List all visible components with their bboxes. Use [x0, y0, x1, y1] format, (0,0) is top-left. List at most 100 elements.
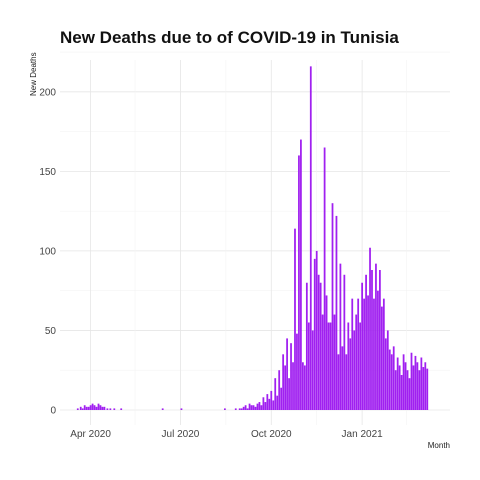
- bar: [394, 370, 397, 410]
- bar: [292, 362, 294, 410]
- bar: [106, 408, 109, 410]
- bar: [422, 367, 425, 410]
- bar: [95, 406, 98, 410]
- bar: [248, 403, 251, 410]
- bar: [343, 274, 346, 410]
- bar: [402, 354, 405, 410]
- bar: [380, 306, 383, 410]
- bar: [353, 330, 356, 410]
- bar: [240, 408, 243, 410]
- bar: [317, 274, 320, 410]
- bar: [93, 405, 96, 410]
- bar: [91, 403, 94, 410]
- bar: [242, 406, 245, 410]
- bar: [97, 403, 100, 410]
- bar: [327, 322, 330, 410]
- bar: [321, 314, 324, 410]
- bar: [290, 343, 292, 410]
- y-tick-label: 50: [45, 326, 57, 337]
- bar: [398, 365, 401, 410]
- bar: [345, 354, 348, 410]
- bar: [341, 346, 344, 410]
- bar: [274, 378, 277, 410]
- bar: [234, 408, 237, 410]
- bar: [120, 408, 123, 410]
- y-tick-label: 100: [39, 246, 56, 257]
- bar: [81, 408, 84, 410]
- bar: [260, 405, 263, 410]
- bar: [224, 408, 226, 410]
- bar: [373, 298, 375, 410]
- bar: [296, 333, 298, 410]
- bar: [349, 338, 352, 410]
- bars-group: [76, 66, 429, 411]
- y-tick-label: 0: [50, 406, 56, 417]
- bar: [294, 228, 296, 410]
- bar: [382, 298, 385, 410]
- bar: [386, 330, 389, 410]
- bar: [347, 322, 350, 410]
- bar: [331, 203, 334, 410]
- bar: [161, 408, 164, 410]
- bar: [113, 408, 116, 410]
- x-tick-label: Jan 2021: [342, 429, 384, 440]
- bar: [377, 290, 379, 410]
- bar: [412, 365, 415, 410]
- x-tick-label: Oct 2020: [251, 429, 292, 440]
- bar: [355, 314, 358, 410]
- bar: [365, 274, 367, 410]
- bar: [262, 397, 265, 410]
- bar: [335, 215, 338, 410]
- bar: [313, 258, 316, 410]
- bar: [307, 322, 310, 410]
- x-tick-labels: Apr 2020 Jul 2020 Oct 2020 Jan 2021: [70, 429, 383, 440]
- bar: [396, 357, 399, 410]
- bar: [371, 270, 373, 410]
- bar: [329, 322, 332, 410]
- bar: [238, 408, 241, 410]
- bar: [367, 295, 369, 410]
- y-axis-label: New Deaths: [29, 52, 38, 96]
- bar: [384, 338, 387, 410]
- x-tick-label: Apr 2020: [70, 429, 111, 440]
- bar: [408, 378, 411, 410]
- bar: [298, 155, 300, 410]
- bar: [270, 390, 273, 410]
- x-axis-label: Month: [428, 441, 450, 450]
- bar: [89, 405, 92, 410]
- bar: [410, 352, 413, 410]
- y-tick-labels: 0 50 100 150 200: [39, 87, 56, 416]
- bar: [375, 263, 377, 410]
- x-tick-label: Jul 2020: [162, 429, 200, 440]
- y-tick-label: 200: [39, 87, 56, 98]
- bar: [309, 66, 312, 411]
- bar: [339, 263, 342, 410]
- bar: [305, 282, 308, 410]
- bar: [426, 368, 429, 410]
- bar: [392, 346, 395, 410]
- bar: [388, 349, 391, 410]
- bar: [302, 362, 304, 410]
- bar: [361, 282, 364, 410]
- bar: [323, 147, 326, 410]
- bar: [300, 139, 302, 411]
- bar: [333, 314, 336, 410]
- bar: [266, 394, 269, 410]
- bar: [244, 405, 247, 410]
- bar: [424, 362, 427, 410]
- bar: [87, 406, 90, 410]
- bar: [278, 370, 281, 410]
- bar: [256, 403, 259, 410]
- chart-title: New Deaths due to of COVID-19 in Tunisia: [60, 28, 399, 47]
- bar: [288, 378, 290, 410]
- bar: [180, 408, 183, 410]
- bar: [351, 298, 354, 410]
- bar: [85, 406, 88, 410]
- bar: [264, 402, 267, 410]
- bar: [252, 405, 255, 410]
- bar: [282, 354, 285, 410]
- bar: [83, 405, 86, 410]
- bar: [109, 408, 112, 410]
- bar: [276, 395, 279, 410]
- bar: [379, 270, 381, 410]
